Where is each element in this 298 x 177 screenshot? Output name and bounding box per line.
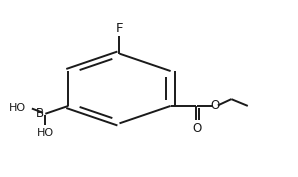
- Text: HO: HO: [37, 128, 54, 138]
- Text: F: F: [116, 22, 123, 35]
- Text: HO: HO: [9, 103, 26, 113]
- Text: O: O: [210, 99, 220, 112]
- Text: B: B: [36, 107, 44, 120]
- Text: O: O: [193, 122, 202, 135]
